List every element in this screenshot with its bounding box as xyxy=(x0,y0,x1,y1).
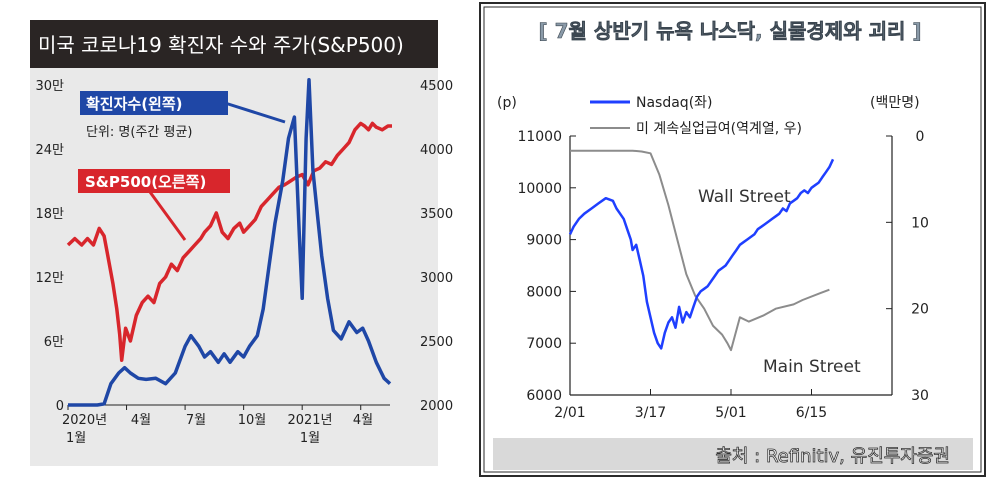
nasdaq-line xyxy=(568,158,835,350)
right-chart-panel: [ 7월 상반기 뉴욕 나스닥, 실물경제와 괴리 ] (p) (백만명) Na… xyxy=(479,2,986,477)
main-street-annotation: Main Street xyxy=(763,357,861,377)
y-left-tick-label: 30만 xyxy=(35,79,64,94)
left-y-axis-right: 2000 2500 3000 3500 4000 4500 xyxy=(420,79,453,414)
y-left-tick-label: 0 xyxy=(56,399,64,414)
source-bar xyxy=(493,438,973,470)
x-tick-label-apr-2020: 4월 xyxy=(131,413,151,428)
x-tick-label-jan-2021: 1월 xyxy=(300,431,320,446)
right-y-axis-right: 0 10 20 30 xyxy=(886,129,929,404)
y-left-tick-label: 6000 xyxy=(526,388,562,404)
left-chart-panel: 미국 코로나19 확진자 수와 주가(S&P500) 0 6만 12만 18만 24만 3… xyxy=(30,20,453,466)
right-chart-title: [ 7월 상반기 뉴욕 나스닥, 실물경제와 괴리 ] xyxy=(539,19,922,43)
y-right-tick-label: 2000 xyxy=(420,399,453,414)
y-left-tick-label: 12만 xyxy=(35,271,64,286)
x-tick-label: 2/01 xyxy=(554,405,585,421)
x-tick-label-2021: 2021년 xyxy=(287,413,332,428)
y-right-tick-label: 20 xyxy=(911,302,929,318)
y-left-tick-label: 9000 xyxy=(526,233,562,249)
right-y-axis-left: 6000 7000 8000 9000 10000 11000 xyxy=(517,129,576,404)
y-right-tick-label: 4000 xyxy=(420,143,453,158)
x-tick-label-jan-2020: 1월 xyxy=(66,431,86,446)
y-left-tick-label: 8000 xyxy=(526,284,562,300)
x-tick-label-jul-2020: 7월 xyxy=(186,413,206,428)
unemployment-claims-line xyxy=(570,149,830,352)
right-x-axis: 2/01 3/17 5/01 6/15 xyxy=(554,389,892,421)
left-title-bar xyxy=(30,20,438,68)
sp500-callout-box xyxy=(78,169,230,193)
x-tick-label-apr-2021: 4월 xyxy=(353,413,373,428)
covid-cases-line xyxy=(68,77,392,407)
cases-callout-pointer xyxy=(224,101,286,124)
y-right-tick-label: 4500 xyxy=(420,79,453,94)
x-tick-label-2020: 2020년 xyxy=(62,413,107,428)
y-right-tick-label: 30 xyxy=(911,388,929,404)
y-left-tick-label: 11000 xyxy=(517,129,562,145)
unit-note: 단위: 명(주간 평균) xyxy=(86,125,193,140)
y-right-tick-label: 10 xyxy=(911,215,929,231)
left-chart-title: 미국 코로나19 확진자 수와 주가(S&P500) xyxy=(38,33,404,57)
y-right-tick-label: 2500 xyxy=(420,335,453,350)
left-x-ticks xyxy=(67,405,362,410)
y-right-tick-label: 3000 xyxy=(420,271,453,286)
sp500-line xyxy=(66,121,392,362)
y-left-unit-label: (p) xyxy=(497,95,517,111)
y-right-unit-label: (백만명) xyxy=(870,95,920,111)
y-left-tick-label: 18만 xyxy=(35,207,64,222)
y-right-tick-label: 0 xyxy=(916,129,925,145)
right-panel-inner-frame xyxy=(483,6,982,473)
y-left-tick-label: 10000 xyxy=(517,181,562,197)
wall-street-annotation: Wall Street xyxy=(698,187,791,207)
x-tick-label: 6/15 xyxy=(796,405,827,421)
sp500-callout-label: S&P500(오른쪽) xyxy=(85,173,206,191)
y-left-tick-label: 7000 xyxy=(526,336,562,352)
cases-callout-box xyxy=(80,91,228,115)
x-tick-label-oct-2020: 10월 xyxy=(238,413,267,428)
source-label: 출처 : Refinitiv, 유진투자증권 xyxy=(715,446,950,467)
legend-claims-label: 미 계속실업급여(역계열, 우) xyxy=(636,121,802,137)
sp500-callout-pointer xyxy=(148,191,187,241)
left-y-axis-left: 0 6만 12만 18만 24만 30만 xyxy=(35,79,64,414)
legend-nasdaq-label: Nasdaq(좌) xyxy=(636,95,713,111)
cases-callout-label: 확진자수(왼쪽) xyxy=(86,95,183,113)
right-panel-frame xyxy=(479,2,986,477)
y-left-tick-label: 6만 xyxy=(44,335,64,350)
x-tick-label: 5/01 xyxy=(715,405,746,421)
x-tick-label: 3/17 xyxy=(635,405,666,421)
y-left-tick-label: 24만 xyxy=(35,143,64,158)
left-x-tick-labels: 2020년 1월 4월 7월 10월 2021년 1월 4월 xyxy=(62,413,373,446)
y-right-tick-label: 3500 xyxy=(420,207,453,222)
